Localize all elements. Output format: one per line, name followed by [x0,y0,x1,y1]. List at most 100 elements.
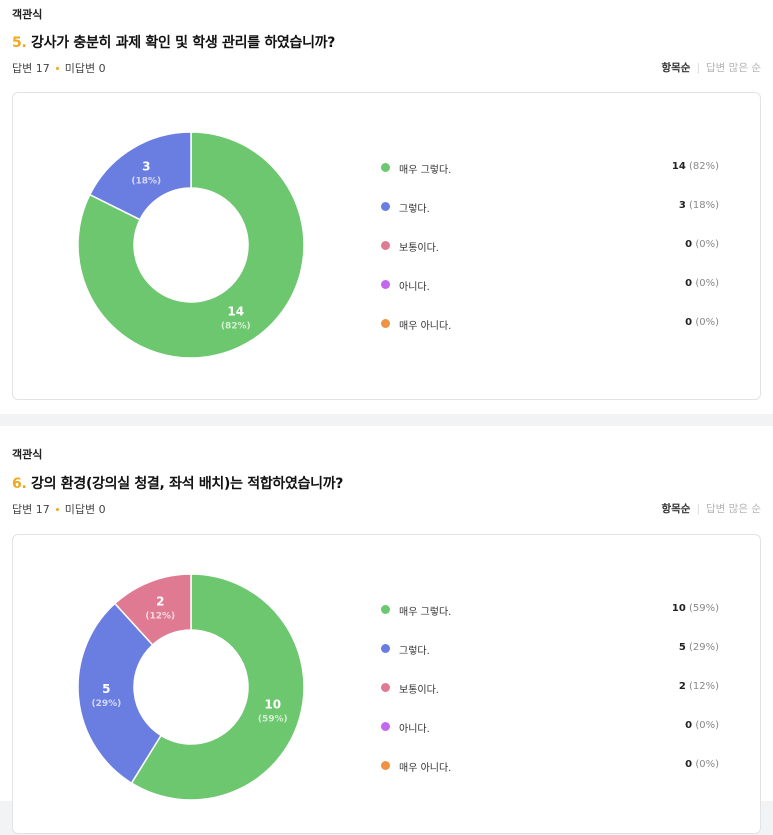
slice-value-label: 5 [102,682,110,696]
slice-value-label: 14 [227,304,244,318]
chart-card: 10 (59%) 5 (29%) 2 (12%) 매우 그렇다. 10 (59%) 그렇다. 5… [12,534,761,834]
legend-label: 매우 아니다. [399,321,452,332]
separator-dot [55,66,59,70]
question-title: 5. 강사가 충분히 과제 확인 및 학생 관리를 하였습니까? [12,32,335,52]
legend-item: 매우 아니다. 0 (0%) [381,758,719,774]
legend-label: 아니다. [399,282,430,293]
question-number: 6. [12,476,27,492]
legend-label: 아니다. [399,724,430,735]
legend-count-value: 10 [671,603,686,614]
legend-item: 보통이다. 0 (0%) [381,238,719,254]
question-number: 5. [12,35,27,51]
legend-item: 매우 그렇다. 10 (59%) [381,602,719,618]
answered-count: 답변 17 [12,62,50,75]
question-type-label: 객관식 [12,448,43,461]
legend-label: 보통이다. [399,243,439,254]
legend-item: 매우 그렇다. 14 (82%) [381,160,719,176]
legend-count: 3 (18%) [679,200,719,211]
legend-count-percent: (0%) [692,317,719,328]
legend-label: 매우 그렇다. [399,165,452,176]
question-type-label: 객관식 [12,8,43,21]
unanswered-count: 미답변 0 [64,503,106,516]
legend-count-value: 0 [685,317,693,328]
legend-count: 0 (0%) [685,759,719,770]
legend-count-percent: (0%) [692,759,719,770]
legend-label: 그렇다. [399,204,430,215]
legend-label: 보통이다. [399,685,439,696]
legend-color-swatch [381,202,390,211]
slice-percent-label: (59%) [258,714,288,724]
legend-count: 14 (82%) [672,161,719,172]
legend-count-value: 0 [685,239,693,250]
legend-item: 그렇다. 5 (29%) [381,641,719,657]
question-section-5: 객관식 5. 강사가 충분히 과제 확인 및 학생 관리를 하였습니까? 답변 … [0,0,773,414]
legend-count-percent: (0%) [692,278,719,289]
legend-count-value: 0 [685,759,693,770]
legend-count-percent: (82%) [685,161,719,172]
pie-slice-1[interactable] [130,573,305,801]
question-text: 강의 환경(강의실 청결, 좌석 배치)는 적합하였습니까? [31,476,344,492]
legend-label: 그렇다. [399,646,430,657]
legend-color-swatch [381,683,390,692]
legend-count: 0 (0%) [685,239,719,250]
sort-options: 항목순 | 답변 많은 순 [661,62,761,74]
pie-slice-1[interactable] [77,131,305,359]
legend-count-value: 3 [678,200,686,211]
slice-percent-label: (12%) [145,612,175,622]
legend-item: 아니다. 0 (0%) [381,277,719,293]
pie-slice-3[interactable] [113,573,192,646]
legend-color-swatch [381,163,390,172]
legend-count-value: 5 [678,642,686,653]
response-counts: 답변 17 미답변 0 [12,501,106,517]
legend-color-swatch [381,241,390,250]
legend-item: 매우 아니다. 0 (0%) [381,316,719,332]
sort-options: 항목순 | 답변 많은 순 [661,503,761,515]
legend-color-swatch [381,722,390,731]
donut-chart: 10 (59%) 5 (29%) 2 (12%) [77,573,305,801]
chart-card: 14 (82%) 3 (18%) 매우 그렇다. 14 (82%) 그렇다. 3 (18%)… [12,92,761,400]
slice-percent-label: (18%) [131,177,161,187]
slice-value-label: 10 [264,697,281,711]
legend-count-percent: (59%) [685,603,719,614]
slice-percent-label: (82%) [221,321,251,331]
legend-label: 매우 그렇다. [399,607,452,618]
legend-color-swatch [381,761,390,770]
legend-count: 5 (29%) [679,642,719,653]
legend-count-value: 14 [671,161,686,172]
legend-color-swatch [381,644,390,653]
legend-count-value: 2 [678,681,686,692]
pie-slice-2[interactable] [88,131,192,221]
response-counts: 답변 17 미답변 0 [12,60,106,76]
answered-count: 답변 17 [12,503,50,516]
unanswered-count: 미답변 0 [64,62,106,75]
legend-color-swatch [381,319,390,328]
question-section-6: 객관식 6. 강의 환경(강의실 청결, 좌석 배치)는 적합하였습니까? 답변… [0,426,773,834]
slice-value-label: 3 [142,160,150,174]
sort-by-answers-button[interactable]: 답변 많은 순 [706,503,761,515]
legend-item: 보통이다. 2 (12%) [381,680,719,696]
legend-count: 0 (0%) [685,317,719,328]
legend-count: 0 (0%) [685,720,719,731]
legend-count-percent: (0%) [692,720,719,731]
legend-count: 0 (0%) [685,278,719,289]
legend-count-value: 0 [685,720,693,731]
slice-value-label: 2 [156,595,164,609]
slice-percent-label: (29%) [91,699,121,709]
sort-by-answers-button[interactable]: 답변 많은 순 [706,62,761,74]
sort-by-item-button[interactable]: 항목순 [661,503,691,515]
legend-item: 아니다. 0 (0%) [381,719,719,735]
legend-count: 2 (12%) [679,681,719,692]
sort-by-item-button[interactable]: 항목순 [661,62,691,74]
legend-count-percent: (12%) [685,681,719,692]
legend-label: 매우 아니다. [399,763,452,774]
legend-count-value: 0 [685,278,693,289]
question-text: 강사가 충분히 과제 확인 및 학생 관리를 하였습니까? [31,35,336,51]
pie-slice-2[interactable] [77,602,163,785]
donut-chart: 14 (82%) 3 (18%) [77,131,305,359]
separator-dot [55,507,59,511]
legend-count-percent: (18%) [685,200,719,211]
question-title: 6. 강의 환경(강의실 청결, 좌석 배치)는 적합하였습니까? [12,473,343,493]
legend-color-swatch [381,605,390,614]
legend-item: 그렇다. 3 (18%) [381,199,719,215]
legend-count-percent: (29%) [685,642,719,653]
